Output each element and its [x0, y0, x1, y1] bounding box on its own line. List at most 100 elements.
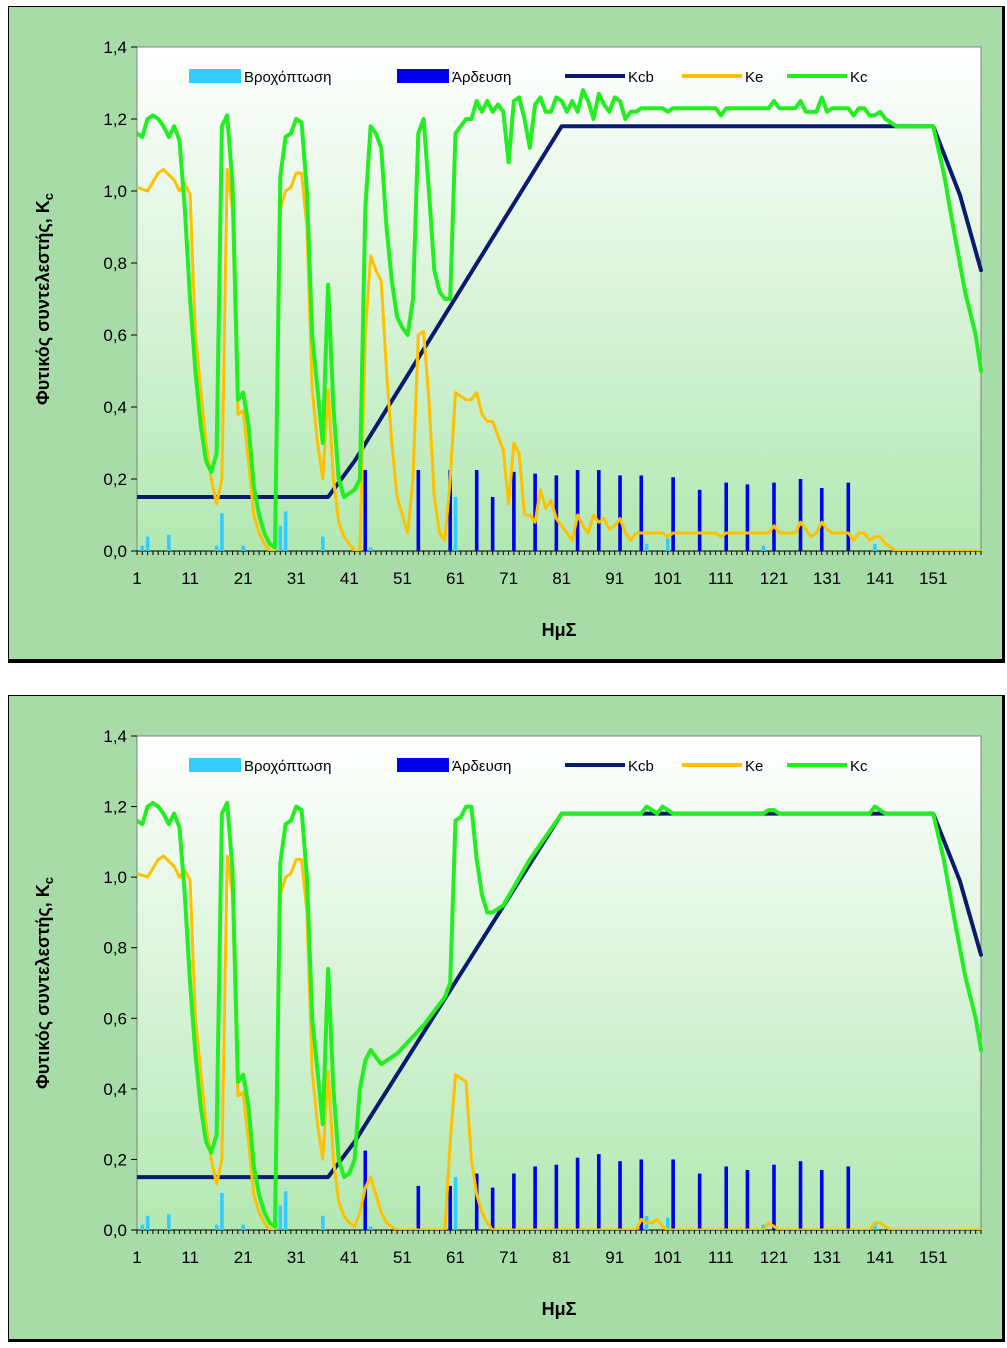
chart0-rain-bar — [644, 543, 649, 551]
chart1-legend: Βροχόπτωση Άρδευση Kcb Ke Kc — [189, 758, 868, 775]
chart1-y-tick-label: 1,2 — [103, 798, 127, 817]
chart0-rain-bar — [140, 545, 145, 551]
chart0-kcb-line — [137, 124, 983, 499]
chart1-irrigation-bar — [819, 1170, 824, 1230]
chart1-x-tick-label: 41 — [340, 1248, 359, 1267]
chart0-irrigation-bar — [618, 475, 622, 551]
chart1-x-tick-label: 1 — [132, 1248, 141, 1267]
chart1-rain-bar — [368, 1226, 373, 1230]
chart0-rain-bar — [320, 536, 325, 551]
chart1-irrigation-bar — [697, 1173, 702, 1230]
chart1-y-tick-label: 0,6 — [103, 1009, 127, 1028]
chart0-irrigation-bar — [533, 473, 537, 551]
chart0-irrigation-bar — [554, 475, 559, 551]
chart1-y-tick-label: 1,0 — [103, 868, 127, 887]
chart1-legend-irrigation-label: Άρδευση — [452, 758, 511, 775]
chart0-x-tick-label: 151 — [919, 569, 947, 588]
chart1-x-tick-label: 61 — [446, 1248, 465, 1267]
chart0-irrigation-bar — [745, 484, 750, 551]
chart1-rain-bar — [283, 1191, 288, 1230]
chart0-x-tick-label: 91 — [605, 569, 624, 588]
chart0-y-tick-label: 0,4 — [103, 398, 127, 417]
chart1-irrigation-bar — [533, 1166, 537, 1230]
chart0-rain-bar — [283, 511, 288, 551]
chart1-rain-bar — [320, 1215, 325, 1230]
chart0-irrigation-bar — [512, 471, 516, 551]
chart0-irrigation-bar — [575, 470, 580, 551]
chart0-y-axis-title: Φυτικός συντελεστής, Kc — [33, 193, 56, 405]
chart1-irrigation-bar — [575, 1157, 580, 1230]
chart1-rain-bar — [453, 1177, 458, 1230]
chart0-legend-rain-swatch — [189, 69, 241, 83]
chart0-x-tick-label: 111 — [708, 569, 734, 588]
chart0-x-tick-label: 61 — [446, 569, 465, 588]
chart1-kc-line — [137, 801, 983, 1229]
chart1-x-tick-label: 31 — [287, 1248, 306, 1267]
chart0-x-tick-label: 71 — [499, 569, 518, 588]
chart1-rain-bar — [145, 1215, 150, 1230]
chart0-x-tick-label: 51 — [393, 569, 412, 588]
chart0-x-tick-label: 101 — [654, 569, 682, 588]
chart1-x-axis-title: ΗμΣ — [542, 1299, 577, 1319]
chart1-x-tick-label: 71 — [499, 1248, 518, 1267]
chart1-y-tick-label: 0,2 — [103, 1150, 127, 1169]
chart0-irrigation-bar — [819, 488, 824, 551]
chart1-rain-bar — [666, 1217, 670, 1230]
chart1-irrigation-bar — [772, 1164, 776, 1230]
chart0-legend-irrigation-label: Άρδευση — [452, 69, 511, 86]
chart0-x-tick-label: 11 — [181, 569, 199, 588]
chart0-x-tick-label: 141 — [866, 569, 894, 588]
chart0-y-tick-label: 1,4 — [103, 38, 127, 57]
chart0-x-tick-label: 121 — [760, 569, 788, 588]
chart0-irrigation-bar — [490, 497, 495, 551]
chart0-irrigation-bar — [798, 479, 803, 551]
chart0-rain-bar — [241, 545, 245, 551]
chart0-x-tick-label: 1 — [132, 569, 141, 588]
chart0-y-tick-label: 0,8 — [103, 254, 127, 273]
chart1-ke-line — [137, 854, 983, 1230]
chart1-x-tick-label: 141 — [866, 1248, 894, 1267]
chart0-y-tick-label: 1,2 — [103, 110, 127, 129]
chart0-ke-line — [137, 167, 983, 551]
chart1-legend-kc-label: Kc — [850, 758, 868, 775]
chart0-irrigation-bar — [363, 470, 368, 551]
chart0-x-tick-label: 21 — [234, 569, 253, 588]
chart1-y-tick-label: 1,4 — [103, 727, 127, 746]
chart-top: 0,0 0,2 0,4 0,6 0,8 1,0 1,2 1,4 1 11 21 31 41 51 61 71 8… — [8, 6, 1005, 663]
chart0-x-tick-label: 41 — [340, 569, 359, 588]
chart1-x-tick-label: 51 — [393, 1248, 412, 1267]
chart0-rain-bar — [666, 538, 670, 551]
chart0-rain-bar — [761, 545, 766, 551]
chart0-legend: Βροχόπτωση Άρδευση Kcb Ke Kc — [189, 69, 868, 86]
chart1-x-tick-label: 91 — [605, 1248, 624, 1267]
chart1-irrigation-bar — [474, 1173, 479, 1230]
chart1-x-tick-label: 131 — [813, 1248, 841, 1267]
chart1-legend-kcb-label: Kcb — [628, 758, 654, 775]
chart1-rain-bar — [140, 1224, 145, 1230]
chart1-y-tick-label: 0,0 — [103, 1221, 127, 1240]
chart1-x-tick-label: 11 — [181, 1248, 199, 1267]
chart1-x-tick-label: 81 — [552, 1248, 571, 1267]
chart1-irrigation-bar — [618, 1161, 622, 1230]
chart0-legend-kcb-label: Kcb — [628, 69, 654, 86]
chart0-rain-bar — [873, 543, 877, 551]
chart0-rain-bar — [368, 547, 373, 551]
chart1-irrigation-bar — [724, 1166, 729, 1230]
chart1-series-layer — [137, 801, 983, 1230]
chart1-y-tick-label: 0,8 — [103, 939, 127, 958]
chart0-rain-bar — [278, 525, 283, 551]
chart1-rain-bar — [241, 1224, 245, 1230]
chart1-irrigation-bar — [846, 1166, 851, 1230]
chart0-rain-bar — [145, 536, 150, 551]
chart0-irrigation-bar — [474, 470, 479, 551]
chart0-y-tick-label: 1,0 — [103, 182, 127, 201]
chart-bottom: 0,0 0,2 0,4 0,6 0,8 1,0 1,2 1,4 1 11 21 31 41 51 61 71 8… — [8, 695, 1005, 1342]
chart1-irrigation-bar — [490, 1187, 495, 1230]
chart0-legend-kc-label: Kc — [850, 69, 868, 86]
chart1-irrigation-bar — [671, 1159, 675, 1230]
chart0-rain-bar — [167, 534, 171, 551]
chart0-legend-ke-label: Ke — [745, 69, 763, 86]
chart0-irrigation-bar — [416, 470, 421, 551]
chart1-rain-bar — [167, 1214, 171, 1230]
chart1-legend-rain-swatch — [189, 758, 241, 772]
